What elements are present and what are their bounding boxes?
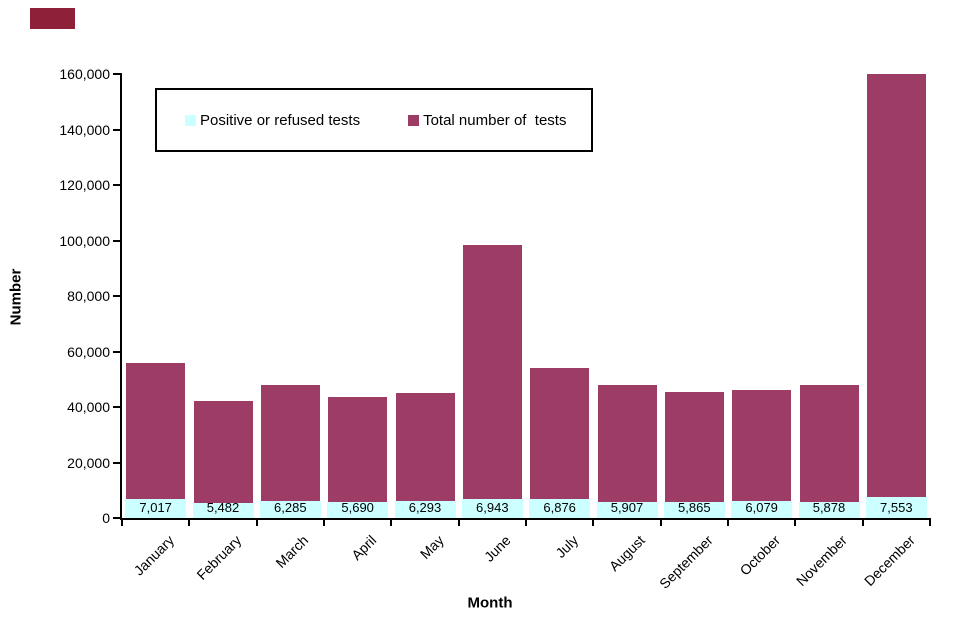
month-label: June (480, 532, 514, 565)
positive-tests-value-label: 6,079 (745, 500, 778, 515)
positive-tests-value-label: 5,878 (812, 500, 846, 515)
positive-tests-value-label: 5,482 (206, 500, 240, 515)
positive-tests-value-label: 7,017 (139, 500, 172, 515)
month-label: December (860, 532, 918, 589)
positive-tests-bar (192, 502, 254, 518)
positive-tests-value-label: 5,690 (341, 500, 374, 515)
x-axis-tick (794, 518, 797, 526)
y-axis-tick-label: 160,000 (59, 66, 110, 82)
legend-label-total-tests: Total number of tests (423, 111, 567, 129)
x-axis-tick (457, 518, 460, 526)
total-tests-bar (732, 390, 792, 518)
month-label: August (606, 532, 649, 575)
positive-tests-bar (596, 501, 658, 518)
total-tests-swatch (408, 114, 420, 126)
x-axis-tick (592, 518, 595, 526)
x-axis-title: Month (467, 594, 513, 612)
total-tests-bar (260, 384, 320, 518)
total-tests-bar (597, 384, 657, 518)
month-label: March (272, 532, 312, 571)
x-axis-tick (255, 518, 258, 526)
x-axis-tick (121, 518, 123, 526)
positive-tests-bar (865, 497, 927, 518)
positive-tests-bar (731, 501, 793, 518)
positive-tests-value-label: 6,876 (543, 500, 576, 515)
positive-tests-value-label: 7,553 (880, 500, 913, 515)
positive-tests-value-label: 6,943 (476, 500, 509, 515)
month-label: May (416, 532, 447, 563)
positive-tests-value-label: 5,865 (678, 500, 711, 515)
total-tests-bar (126, 362, 186, 518)
month-label: September (655, 532, 716, 592)
total-tests-bar (395, 393, 455, 518)
positive-tests-bar (461, 498, 523, 518)
y-axis-tick (113, 406, 122, 408)
y-axis-tick-label: 60,000 (67, 343, 110, 360)
y-axis-tick (113, 73, 122, 75)
x-axis-tick (390, 518, 393, 526)
plot-area: 0 20,000 40,000 60,000 80,000 100,000 120,000 1… (59, 66, 931, 592)
x-axis-tick (323, 518, 325, 526)
x-axis-tick (929, 518, 931, 526)
x-axis-tick (727, 518, 729, 526)
legend-label-positive-tests: Positive or refused tests (200, 111, 361, 129)
total-tests-bar (328, 397, 388, 518)
total-tests-bar (462, 244, 522, 518)
y-axis-tick-label: 140,000 (59, 121, 110, 138)
positive-tests-bar (259, 500, 321, 518)
y-axis-tick-label: 20,000 (67, 454, 110, 471)
y-axis-tick-label: 40,000 (67, 399, 110, 415)
positive-tests-swatch (185, 114, 196, 126)
y-axis-tick (113, 184, 122, 186)
total-tests-bar (193, 401, 253, 518)
positive-tests-bar (663, 501, 725, 518)
y-axis-tick (113, 128, 122, 131)
positive-tests-bar (529, 498, 591, 518)
total-tests-bar (664, 391, 724, 518)
month-label: November (793, 532, 851, 589)
y-axis-title: Number (7, 268, 25, 326)
positive-tests-bar (327, 502, 389, 518)
month-label: February (193, 532, 245, 583)
y-axis-tick-label: 120,000 (59, 177, 110, 193)
x-axis-tick (188, 518, 191, 526)
y-axis-tick-label: 80,000 (67, 288, 110, 304)
positive-tests-value-label: 5,907 (610, 500, 644, 515)
x-axis-tick (525, 518, 527, 526)
positive-tests-bar (394, 500, 456, 518)
positive-tests-bar (125, 498, 187, 518)
y-axis-tick (113, 517, 122, 519)
x-axis-tick (659, 518, 662, 526)
positive-tests-value-label: 6,293 (408, 500, 442, 515)
legend-item-positive-tests: Positive or refused tests (185, 112, 360, 129)
legend: Positive or refused tests Total number o… (155, 88, 593, 152)
total-tests-bar (799, 384, 859, 518)
y-axis-tick (113, 239, 122, 242)
legend-item-total-tests: Total number of tests (408, 112, 566, 129)
positive-tests-value-label: 6,285 (274, 500, 307, 515)
month-label: October (736, 532, 783, 579)
y-axis-tick-label: 0 (102, 510, 110, 526)
y-axis-tick (113, 461, 122, 464)
red-mark (30, 8, 75, 29)
y-axis-tick-label: 100,000 (59, 232, 110, 249)
total-tests-bar (866, 74, 926, 518)
y-axis-tick (113, 350, 122, 353)
x-axis-tick (861, 518, 864, 526)
month-label: July (552, 532, 581, 561)
y-axis-tick (113, 295, 122, 297)
positive-tests-bar (798, 501, 860, 518)
month-label: April (347, 532, 379, 564)
month-label: January (130, 532, 177, 579)
total-tests-bar (530, 368, 590, 518)
